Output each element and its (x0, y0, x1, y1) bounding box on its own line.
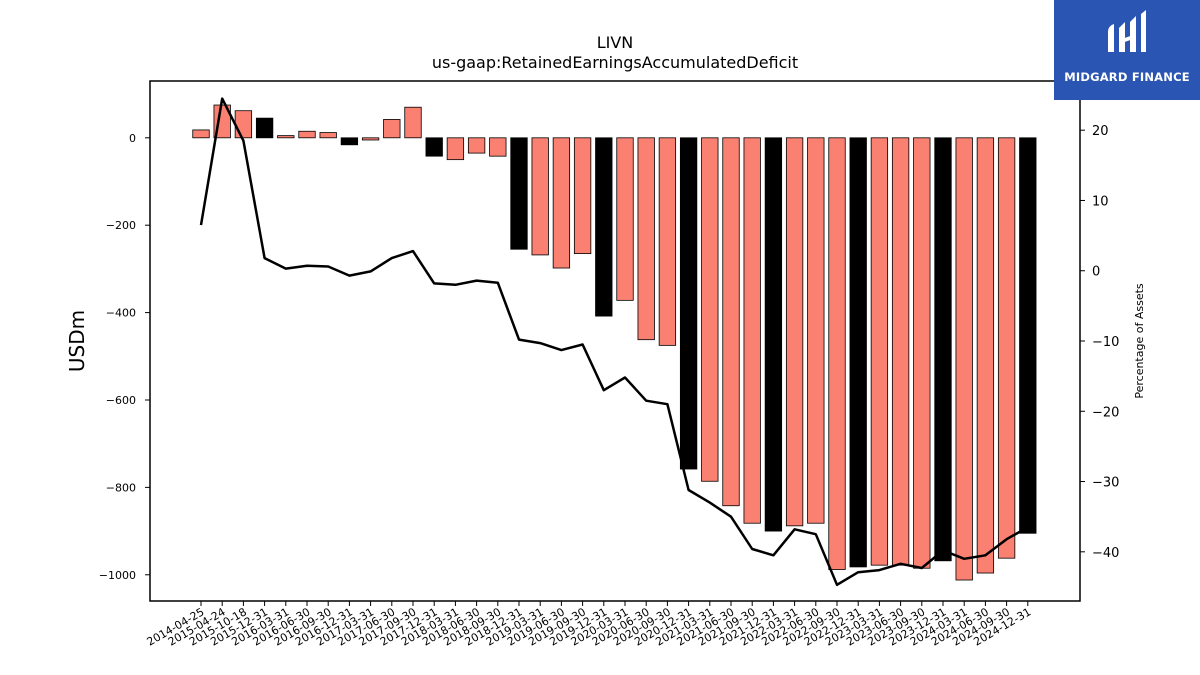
bar-2018-06-30 (467, 137, 486, 154)
y-tick-label: −400 (106, 307, 136, 320)
logo-text: MIDGARD FINANCE (1064, 70, 1190, 84)
bar-2018-09-30 (489, 137, 507, 157)
chart-subtitle: us-gaap:RetainedEarningsAccumulatedDefic… (432, 53, 798, 72)
bar-series (192, 104, 1037, 581)
bar-2024-09-30 (997, 137, 1016, 559)
bar-2019-03-31 (531, 137, 549, 256)
bar-2019-09-30 (573, 137, 592, 255)
bar-2023-09-30 (913, 137, 931, 569)
y2-axis-label: Percentage of Assets (1133, 283, 1146, 399)
bar-2024-03-31 (955, 137, 973, 581)
y-tick-label: −200 (106, 219, 136, 232)
bar-2022-06-30 (807, 137, 825, 524)
bar-2020-06-30 (637, 137, 655, 341)
bar-2021-12-31 (764, 137, 783, 532)
bar-2016-09-30 (319, 132, 337, 139)
bar-2020-03-31 (616, 137, 634, 301)
bar-2016-03-31 (277, 135, 295, 139)
y-tick-label: −1000 (99, 569, 136, 582)
bar-2017-03-31 (361, 137, 380, 141)
line-series (199, 97, 1029, 587)
chart-title: LIVN (597, 33, 634, 52)
y2-tick-label: −30 (1092, 476, 1119, 491)
percentage-line (199, 97, 1029, 587)
bar-2023-03-31 (870, 137, 889, 566)
bar-2020-09-30 (658, 137, 677, 346)
bar-2023-06-30 (891, 137, 910, 566)
left-axis-ticks: 0 −200 −400 −600 −800 −1000 (99, 132, 150, 582)
bar-2016-12-31 (340, 137, 359, 146)
y2-tick-label: −40 (1092, 546, 1119, 561)
bar-2015-10-18 (234, 110, 253, 139)
bar-2021-03-31 (701, 137, 719, 482)
bar-2020-12-31 (679, 137, 698, 470)
y2-tick-label: 10 (1092, 194, 1109, 209)
bar-2024-12-31 (1019, 137, 1037, 534)
y-tick-label: 0 (129, 132, 136, 145)
y2-tick-label: 20 (1092, 124, 1109, 139)
bar-2022-12-31 (849, 137, 867, 568)
bar-2015-12-31 (255, 117, 274, 139)
bar-2024-06-30 (976, 137, 995, 574)
y2-tick-label: 0 (1092, 265, 1100, 280)
bar-2022-03-31 (785, 137, 804, 527)
bar-2019-12-31 (595, 137, 613, 317)
bar-2018-03-31 (446, 137, 465, 161)
y-tick-label: −600 (106, 394, 136, 407)
bar-2017-06-30 (383, 119, 401, 139)
bar-2018-12-31 (510, 137, 528, 250)
y-tick-label: −800 (106, 481, 136, 494)
midgard-finance-logo-icon (1108, 10, 1146, 52)
x-axis-ticks: 2014-04-252015-04-242015-10-182015-12-31… (145, 601, 1033, 649)
bar-2014-04-25 (192, 129, 210, 139)
bar-2017-09-30 (404, 106, 422, 139)
midgard-finance-logo: MIDGARD FINANCE (1054, 0, 1200, 100)
bar-2017-12-31 (425, 137, 443, 157)
right-axis-ticks: 20 10 0 −10 −20 −30 −40 (1080, 124, 1119, 561)
y2-tick-label: −10 (1092, 335, 1119, 350)
bar-2021-09-30 (743, 137, 761, 524)
bar-2016-06-30 (298, 130, 316, 139)
y2-tick-label: −20 (1092, 405, 1119, 420)
bar-2022-09-30 (828, 137, 846, 570)
y-axis-label: USDm (65, 310, 89, 372)
bar-2019-06-30 (552, 137, 571, 269)
bar-2021-06-30 (722, 137, 740, 507)
bar-2023-12-31 (934, 137, 952, 562)
